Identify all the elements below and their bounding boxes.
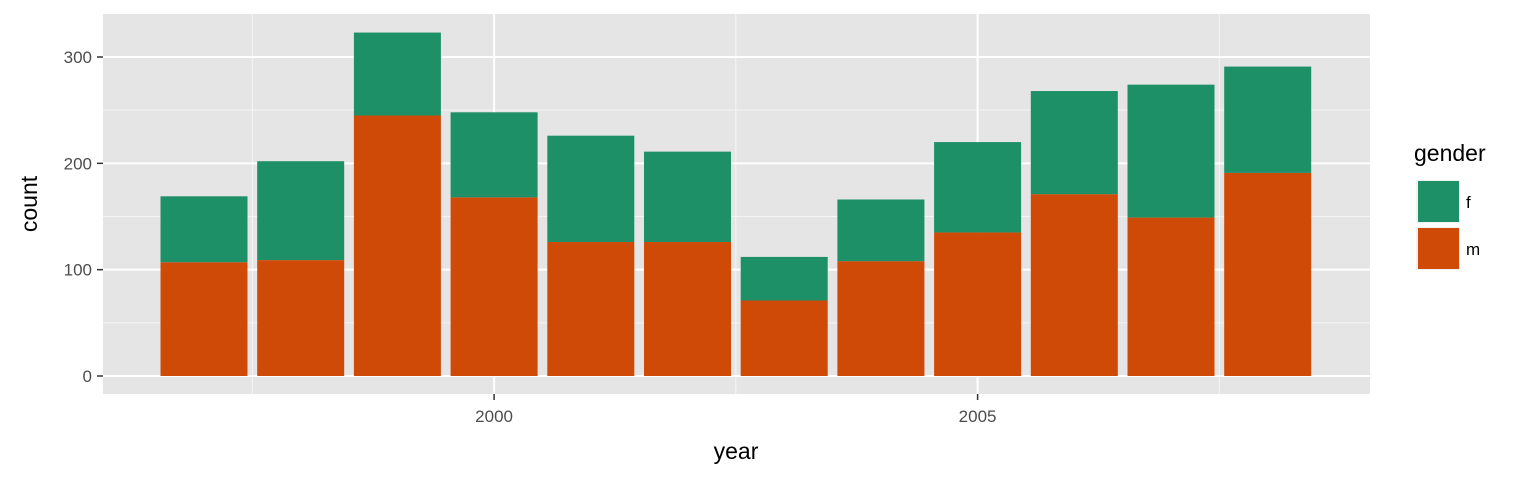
bar-m-1999 [353, 115, 441, 376]
bar-f-2007 [1127, 84, 1215, 218]
bar-f-1998 [257, 161, 345, 261]
bar-m-2006 [1030, 194, 1118, 376]
x-tick-label: 2000 [475, 407, 513, 426]
x-axis: 2000 2005 [475, 394, 997, 426]
legend-items: fm [1416, 180, 1480, 270]
bar-f-1997 [160, 196, 248, 263]
bar-f-2000 [450, 112, 538, 198]
x-tick-label: 2005 [959, 407, 997, 426]
y-axis-title: count [16, 175, 42, 232]
bar-f-1999 [353, 32, 441, 116]
y-tick-label: 0 [83, 367, 92, 386]
bar-f-2001 [547, 135, 635, 243]
bar-m-2003 [740, 300, 828, 376]
bar-m-1998 [257, 260, 345, 376]
legend-swatch-m [1418, 228, 1459, 269]
y-axis: 0 100 200 300 [64, 48, 103, 386]
bar-m-2008 [1224, 172, 1312, 376]
bar-f-2004 [837, 199, 925, 262]
bar-f-2005 [934, 142, 1022, 233]
x-axis-title: year [714, 438, 759, 464]
legend-swatch-f [1418, 181, 1459, 222]
legend-title: gender [1414, 140, 1486, 166]
y-tick-label: 100 [64, 261, 92, 280]
bar-m-2007 [1127, 217, 1215, 376]
legend-label-f: f [1466, 193, 1471, 212]
bar-m-2000 [450, 197, 538, 376]
bar-m-2005 [934, 232, 1022, 376]
bar-m-2004 [837, 261, 925, 376]
bar-m-1997 [160, 262, 248, 376]
bar-m-2001 [547, 242, 635, 376]
y-tick-label: 200 [64, 154, 92, 173]
bar-m-2002 [644, 242, 731, 376]
bar-f-2002 [644, 151, 731, 243]
bar-f-2006 [1030, 91, 1118, 195]
legend-label-m: m [1466, 240, 1480, 259]
y-tick-label: 300 [64, 48, 92, 67]
bars [160, 32, 1312, 376]
bar-f-2008 [1224, 66, 1312, 173]
bar-f-2003 [740, 256, 828, 301]
legend: gender fm [1414, 140, 1486, 270]
